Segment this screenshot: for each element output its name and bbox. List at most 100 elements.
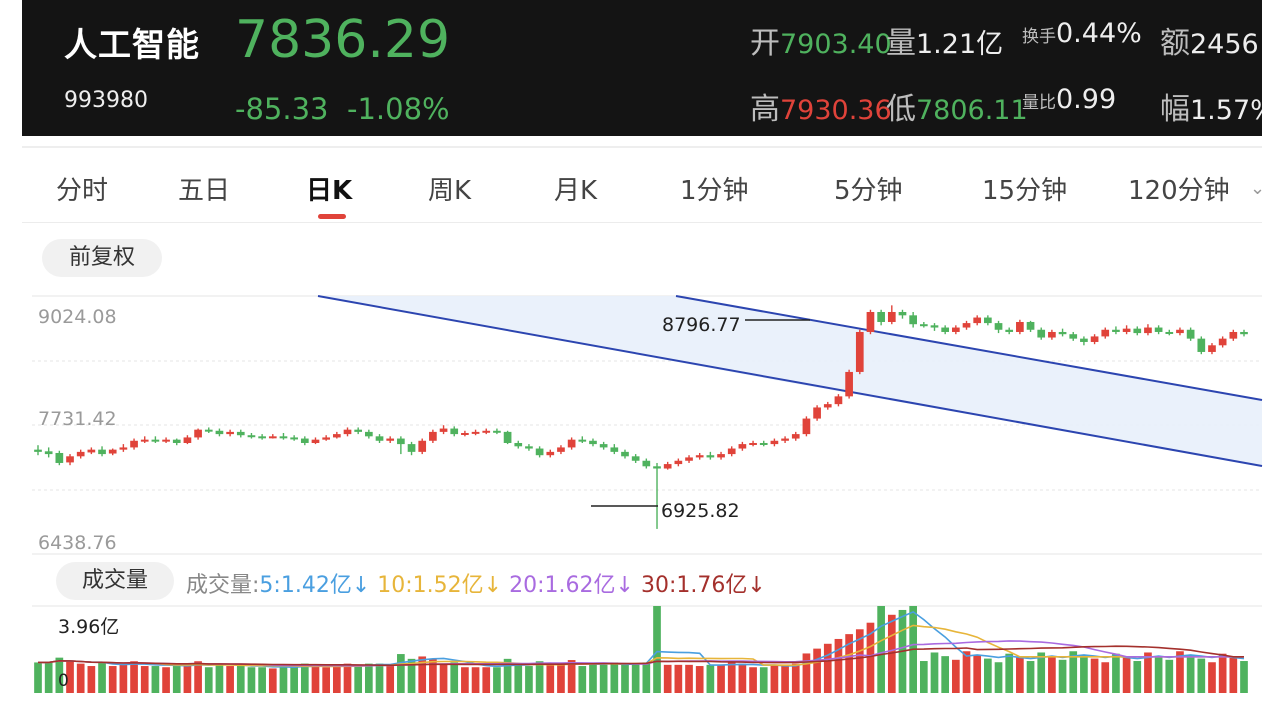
candle-body [631,456,640,461]
chevron-down-icon[interactable]: ⌄ [1250,178,1266,199]
stat-high: 高7930.36 [750,92,892,127]
candle-body [546,451,555,456]
volume-bar [599,664,608,693]
volume-bar [1133,661,1142,693]
candle-body [749,442,757,445]
volume-bar [759,667,768,693]
volume-bar [290,667,298,693]
volume-bar [984,658,992,693]
current-price: 7836.29 [235,10,451,70]
volume-bar [226,666,234,693]
candle-body [738,444,747,449]
tab-1min[interactable]: 1分钟 [680,176,749,206]
candle-body [653,466,661,469]
volume-bar [727,662,736,693]
candle-body [727,448,736,455]
candle-body [215,430,224,435]
volume-bar [557,663,565,693]
candle-body [1122,328,1131,332]
volume-bar [621,663,629,693]
volume-bar [1090,658,1099,693]
volume-bar [685,664,693,693]
volume-bar [749,667,757,693]
volume-bar [1122,657,1131,693]
candle-body [1112,329,1120,332]
volume-indicator-button[interactable]: 成交量 [56,562,174,600]
stat-amount: 额2456 [1160,26,1259,61]
candle-body [375,436,384,441]
volume-bar [493,667,501,693]
candle-body [450,428,459,435]
candle-body [1154,327,1163,332]
candle-body [151,439,160,442]
tab-five-day[interactable]: 五日 [178,176,231,206]
candle-body [855,331,864,372]
tab-5min[interactable]: 5分钟 [834,176,903,206]
volume-bar [44,662,53,693]
tab-15min[interactable]: 15分钟 [982,176,1068,206]
candle-body [1197,338,1206,352]
stat-low: 低7806.11 [886,92,1028,127]
tab-monthly-k[interactable]: 月K [554,176,598,206]
volume-bar [461,667,469,693]
volume-bar [1208,662,1216,693]
volume-bar [973,654,982,693]
candle-body [1208,345,1216,352]
y-axis-bottom-label: 6438.76 [38,532,117,554]
price-change-pct: -1.08% [347,92,450,126]
candle-body [941,327,950,332]
candle-body [300,438,309,443]
tab-fenshi[interactable]: 分时 [56,176,109,206]
adjust-mode-button[interactable]: 前复权 [42,239,162,277]
candle-body [525,446,533,449]
candle-body [1101,329,1110,337]
tab-daily-k[interactable]: 日K [306,176,353,206]
candle-body [429,431,437,441]
volume-bar [546,664,555,693]
period-tabs: 分时 五日 日K 周K 月K 1分钟 5分钟 15分钟 120分钟 ⌄ [22,146,1266,223]
volume-bar [578,666,587,693]
volume-bar [930,652,939,693]
volume-bar [738,663,747,693]
candle-body [1058,331,1067,335]
candle-body [418,440,427,452]
volume-bar [642,662,651,693]
candle-body [877,311,885,322]
volume-bar [375,663,384,693]
volume-bar [1016,657,1024,693]
volume-bar [855,629,864,693]
volume-bar [1026,661,1035,693]
candle-body [119,447,128,450]
tab-weekly-k[interactable]: 周K [428,176,472,206]
stat-volume-ratio: 量比0.99 [1022,84,1117,115]
y-axis-top-label: 9024.08 [38,306,117,328]
candle-body [599,444,608,448]
candle-body [386,438,395,441]
candle-body [162,439,170,442]
stock-name: 人工智能 [64,25,200,64]
volume-bar [919,661,928,693]
candle-body [236,431,245,436]
volume-bar [34,662,42,693]
volume-bar [781,666,789,693]
volume-bar [1069,651,1078,693]
volume-bar [140,666,149,693]
candle-body [1016,321,1024,332]
candle-body [1090,336,1099,342]
quote-header: 人工智能 993980 7836.29 -85.33 -1.08% 开7903.… [22,0,1262,136]
volume-bar [471,667,480,693]
candle-body [268,436,277,439]
candle-body [962,323,971,328]
volume-bar [887,614,896,693]
volume-bar [300,663,309,693]
stat-amplitude: 幅1.57% [1160,92,1262,127]
candle-body [247,435,256,438]
volume-bar [439,663,448,693]
volume-bar [482,667,491,693]
volume-bar [663,664,672,693]
tab-120min[interactable]: 120分钟 [1128,176,1230,206]
volume-bar [674,664,683,693]
volume-bar [1101,662,1110,693]
volume-bar [76,663,85,693]
